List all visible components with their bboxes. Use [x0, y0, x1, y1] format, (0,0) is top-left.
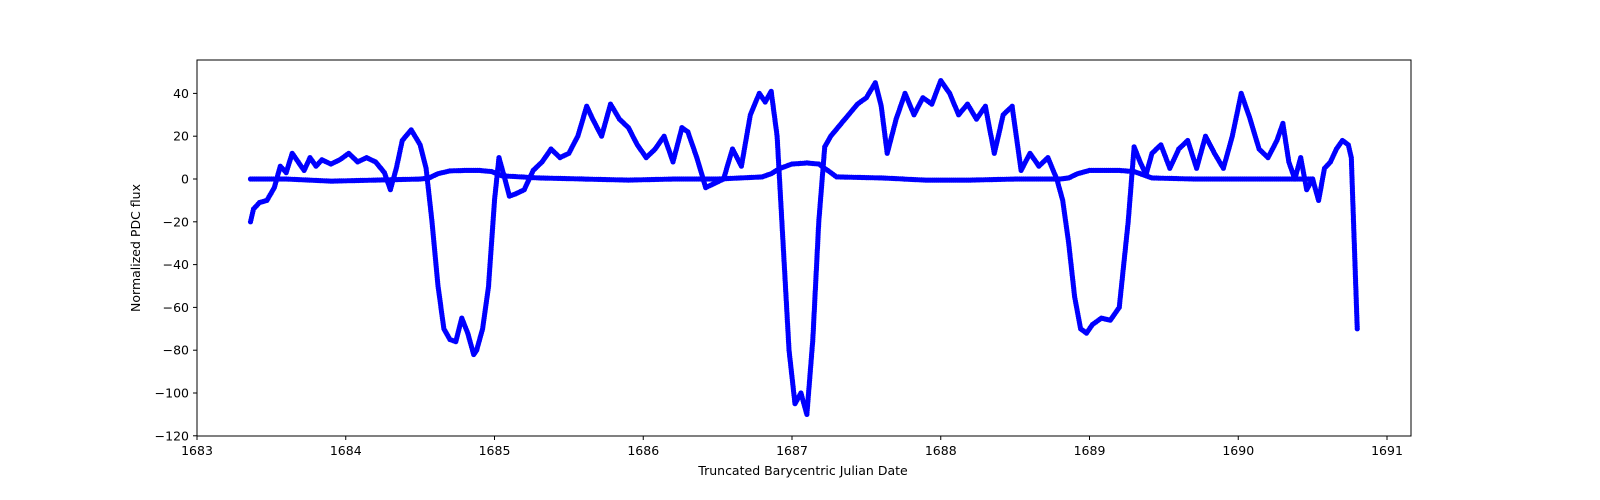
x-tick-label: 1684: [330, 443, 362, 458]
x-axis-ticks: 1683 1684 1685 1686 1687 1688 1689 1690 1691: [181, 436, 1403, 458]
plot-frame: [196, 59, 1412, 437]
y-tick-label: 0: [181, 172, 189, 187]
y-tick-label: −80: [163, 343, 189, 358]
series-baseline: [247, 160, 1316, 184]
y-tick-label: −120: [155, 428, 189, 443]
data-markers: [247, 78, 1360, 417]
y-tick-label: −20: [163, 214, 189, 229]
x-tick-label: 1690: [1222, 443, 1254, 458]
x-tick-label: 1683: [181, 443, 213, 458]
y-tick-label: −100: [155, 386, 189, 401]
x-tick-label: 1689: [1074, 443, 1106, 458]
series-raw-flux: [247, 78, 1360, 417]
x-tick-label: 1685: [479, 443, 511, 458]
x-axis-label: Truncated Barycentric Julian Date: [697, 463, 908, 478]
y-axis-ticks: −120 −100 −80 −60 −40 −20 0 20 40: [155, 86, 197, 443]
y-tick-label: 40: [173, 86, 189, 101]
y-tick-label: −40: [163, 257, 189, 272]
y-tick-label: 20: [173, 129, 189, 144]
x-tick-label: 1691: [1371, 443, 1403, 458]
x-tick-label: 1687: [776, 443, 808, 458]
x-tick-label: 1686: [627, 443, 659, 458]
x-tick-label: 1688: [925, 443, 957, 458]
y-tick-label: −60: [163, 300, 189, 315]
y-axis-label: Normalized PDC flux: [128, 184, 143, 312]
